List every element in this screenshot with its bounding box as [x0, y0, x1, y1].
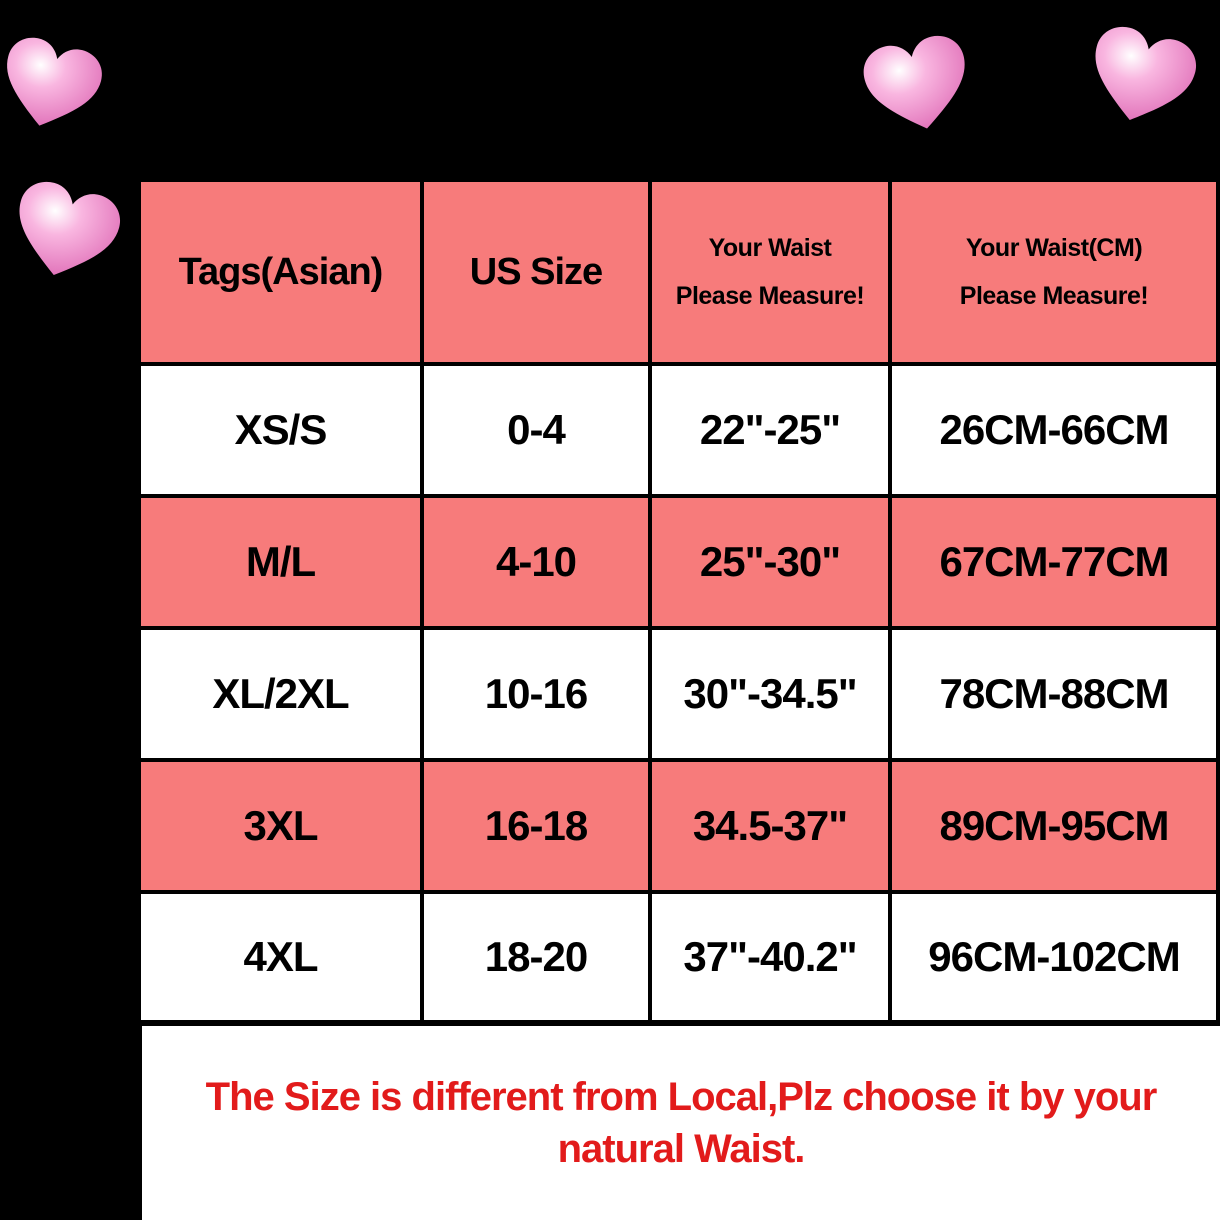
table-cell: 4XL: [141, 894, 420, 1020]
heart-icon: [1, 173, 128, 293]
table-cell: 96CM-102CM: [892, 894, 1216, 1020]
cell-value: XS/S: [234, 406, 328, 453]
table-cell: 18-20: [424, 894, 648, 1020]
cell-value: 10-16: [484, 670, 588, 717]
cell-value: 78CM-88CM: [939, 670, 1169, 717]
table-cell: XS/S: [141, 366, 420, 494]
table-cell: 37"-40.2": [652, 894, 888, 1020]
table-cell: XL/2XL: [141, 630, 420, 758]
table-cell: 89CM-95CM: [892, 762, 1216, 890]
cell-value: 22"-25": [699, 406, 841, 453]
table-cell: 78CM-88CM: [892, 630, 1216, 758]
table-cell: 34.5-37": [652, 762, 888, 890]
table-cell: M/L: [141, 498, 420, 626]
cell-value: 89CM-95CM: [939, 802, 1169, 849]
cell-value: XL/2XL: [212, 670, 349, 717]
table-cell: 30"-34.5": [652, 630, 888, 758]
cell-value: 67CM-77CM: [939, 538, 1169, 585]
cell-value: 25"-30": [699, 538, 841, 585]
table-cell: 26CM-66CM: [892, 366, 1216, 494]
table-cell: 0-4: [424, 366, 648, 494]
header-label-line: Please Measure!: [959, 282, 1149, 310]
header-label-line: Your Waist: [708, 234, 832, 262]
cell-value: 30"-34.5": [683, 670, 857, 717]
heart-icon: [1077, 18, 1204, 138]
header-label: Your Waist Please Measure!: [675, 224, 865, 320]
table-cell: 67CM-77CM: [892, 498, 1216, 626]
table-cell: 3XL: [141, 762, 420, 890]
cell-value: 96CM-102CM: [928, 933, 1180, 980]
table-cell: 4-10: [424, 498, 648, 626]
header-cell: Your Waist Please Measure!: [652, 182, 888, 362]
table-cell: 25"-30": [652, 498, 888, 626]
cell-value: M/L: [245, 538, 316, 585]
header-cell: Tags(Asian): [141, 182, 420, 362]
header-cell: US Size: [424, 182, 648, 362]
header-label-line: Please Measure!: [675, 282, 865, 310]
cell-value: 0-4: [507, 406, 566, 453]
size-chart-table: Tags(Asian) US Size Your Waist Please Measu…: [137, 178, 1220, 1024]
size-note-text: The Size is different from Local,Plz cho…: [205, 1075, 1158, 1171]
table-cell: 16-18: [424, 762, 648, 890]
cell-value: 4-10: [495, 538, 577, 585]
header-label: Tags(Asian): [178, 250, 384, 294]
cell-value: 4XL: [243, 933, 318, 980]
heart-icon: [0, 29, 110, 144]
header-label-line: US Size: [469, 250, 603, 293]
cell-value: 34.5-37": [692, 802, 848, 849]
header-label: Your Waist(CM) Please Measure!: [959, 224, 1149, 320]
cell-value: 16-18: [484, 802, 588, 849]
table-cell: 22"-25": [652, 366, 888, 494]
cell-value: 18-20: [484, 933, 588, 980]
heart-icon: [856, 28, 980, 144]
header-label-line: Tags(Asian): [178, 250, 384, 293]
header-cell: Your Waist(CM) Please Measure!: [892, 182, 1216, 362]
table-cell: 10-16: [424, 630, 648, 758]
cell-value: 37"-40.2": [683, 933, 857, 980]
header-label-line: Your Waist(CM): [965, 234, 1143, 262]
size-note: The Size is different from Local,Plz cho…: [142, 1026, 1220, 1220]
cell-value: 26CM-66CM: [939, 406, 1169, 453]
cell-value: 3XL: [243, 802, 318, 849]
header-label: US Size: [469, 250, 603, 294]
